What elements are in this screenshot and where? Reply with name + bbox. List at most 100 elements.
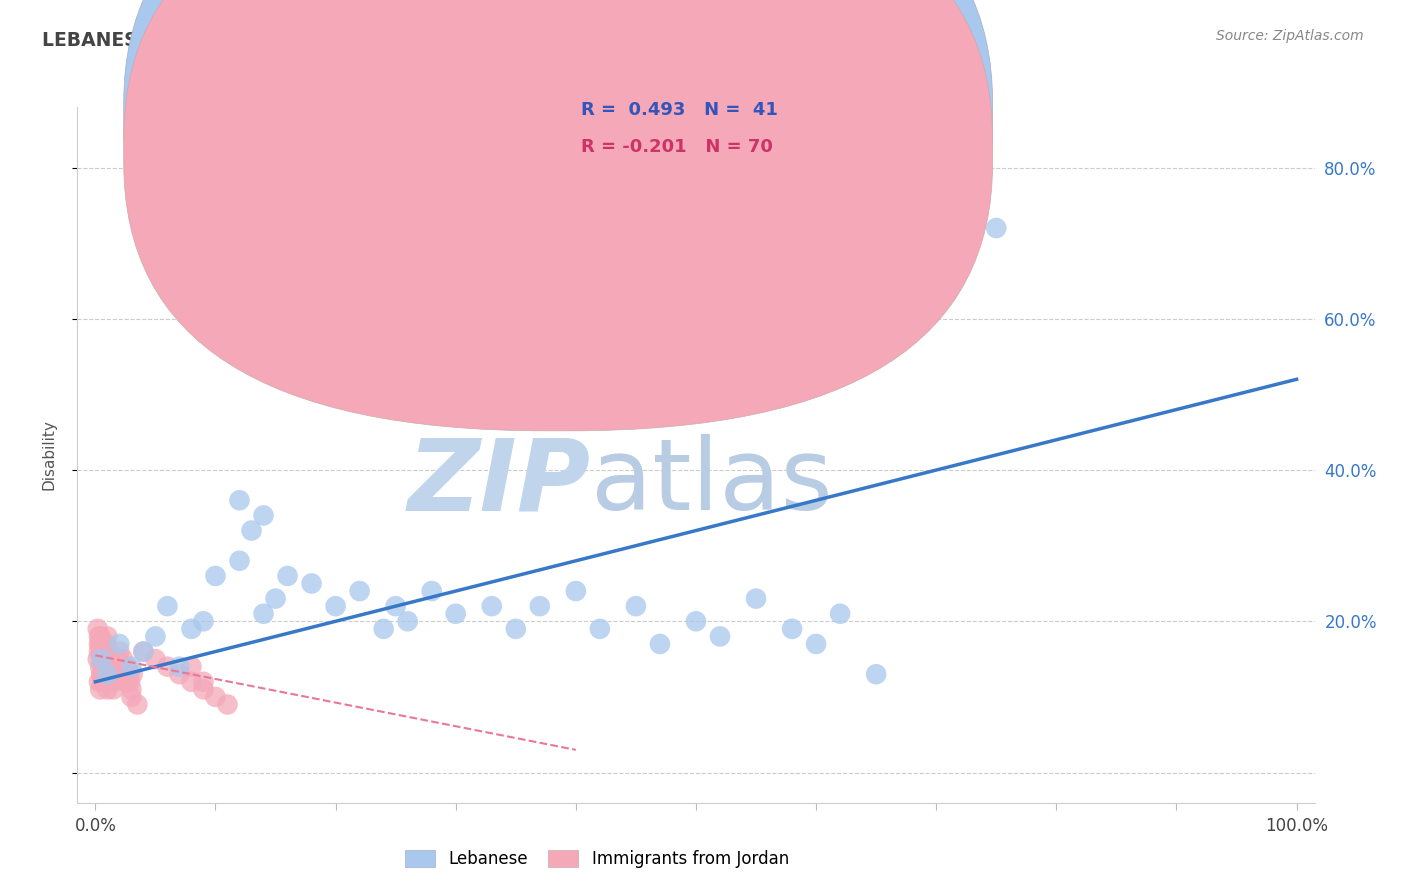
Point	[865, 667, 887, 681]
Point	[96, 667, 118, 681]
Point	[96, 652, 118, 666]
Point	[103, 682, 125, 697]
Point	[624, 599, 647, 614]
Point	[277, 569, 299, 583]
Point	[830, 607, 852, 621]
Point	[97, 659, 120, 673]
Text: atlas: atlas	[591, 434, 832, 532]
Point	[103, 652, 125, 666]
Point	[180, 659, 202, 673]
Y-axis label: Disability: Disability	[42, 419, 56, 491]
Point	[91, 652, 114, 666]
Point	[96, 682, 118, 697]
Point	[104, 667, 127, 681]
Point	[505, 622, 527, 636]
Point	[91, 674, 114, 689]
Point	[127, 698, 149, 712]
Point	[349, 584, 371, 599]
Point	[114, 667, 136, 681]
Point	[87, 622, 110, 636]
Point	[301, 576, 323, 591]
Point	[420, 584, 443, 599]
Point	[264, 591, 287, 606]
Point	[132, 644, 155, 658]
Point	[94, 667, 117, 681]
Point	[89, 659, 111, 673]
Point	[112, 659, 135, 673]
Point	[108, 667, 131, 681]
Point	[108, 637, 131, 651]
Point	[107, 652, 129, 666]
Point	[384, 599, 406, 614]
Point	[90, 667, 112, 681]
Point	[193, 615, 215, 629]
Point	[89, 682, 111, 697]
Point	[93, 659, 115, 673]
Point	[87, 637, 110, 651]
Point	[180, 622, 202, 636]
Text: LEBANESE VS IMMIGRANTS FROM JORDAN DISABILITY CORRELATION CHART: LEBANESE VS IMMIGRANTS FROM JORDAN DISAB…	[42, 31, 844, 50]
Point	[120, 674, 142, 689]
Point	[204, 569, 226, 583]
Point	[145, 652, 167, 666]
Point	[780, 622, 803, 636]
Point	[180, 674, 202, 689]
Point	[91, 652, 114, 666]
Point	[87, 652, 110, 666]
Point	[111, 667, 134, 681]
Point	[228, 493, 250, 508]
Point	[444, 607, 467, 621]
Point	[105, 659, 128, 673]
Point	[396, 615, 419, 629]
Point	[193, 682, 215, 697]
Point	[120, 682, 142, 697]
Point	[156, 599, 179, 614]
Point	[111, 652, 134, 666]
Point	[193, 674, 215, 689]
Point	[481, 599, 503, 614]
Text: R =  0.493   N =  41: R = 0.493 N = 41	[581, 101, 778, 119]
Point	[169, 659, 191, 673]
Point	[98, 652, 121, 666]
Point	[110, 659, 132, 673]
Point	[648, 637, 671, 651]
Point	[121, 667, 143, 681]
Point	[117, 659, 139, 673]
Point	[98, 652, 121, 666]
Point	[89, 629, 111, 643]
Point	[100, 667, 122, 681]
Point	[87, 674, 110, 689]
Point	[804, 637, 827, 651]
Point	[87, 644, 110, 658]
Point	[709, 629, 731, 643]
Point	[986, 221, 1008, 235]
Point	[115, 674, 138, 689]
Point	[565, 584, 588, 599]
Point	[90, 644, 112, 658]
Point	[529, 599, 551, 614]
Point	[685, 615, 707, 629]
Point	[132, 644, 155, 658]
Point	[97, 644, 120, 658]
Point	[118, 667, 141, 681]
Point	[96, 667, 118, 681]
Point	[169, 667, 191, 681]
Point	[108, 644, 131, 658]
Point	[93, 659, 115, 673]
Point	[96, 674, 118, 689]
Point	[90, 652, 112, 666]
Point	[87, 629, 110, 643]
Point	[94, 644, 117, 658]
Point	[90, 644, 112, 658]
Point	[156, 659, 179, 673]
Point	[103, 674, 125, 689]
Point	[120, 690, 142, 704]
Point	[240, 524, 263, 538]
Point	[93, 659, 115, 673]
Point	[101, 659, 124, 673]
Point	[96, 637, 118, 651]
Point	[91, 637, 114, 651]
Point	[94, 667, 117, 681]
Legend: Lebanese, Immigrants from Jordan: Lebanese, Immigrants from Jordan	[398, 843, 796, 874]
Point	[93, 652, 115, 666]
